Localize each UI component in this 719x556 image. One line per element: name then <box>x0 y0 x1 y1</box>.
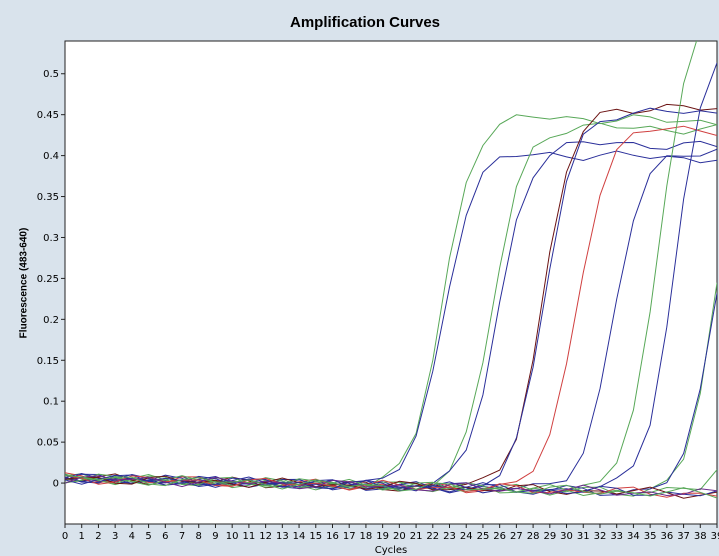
x-tick-label: 1 <box>79 531 85 542</box>
x-tick-label: 22 <box>426 531 439 542</box>
y-tick-label: 0.5 <box>43 69 59 80</box>
x-tick-label: 21 <box>410 531 423 542</box>
x-tick-label: 17 <box>343 531 356 542</box>
y-tick-label: 0.2 <box>43 315 59 326</box>
y-tick-label: 0.4 <box>43 151 59 162</box>
x-tick-label: 33 <box>610 531 623 542</box>
x-tick-label: 16 <box>326 531 339 542</box>
y-tick-label: 0.25 <box>37 274 59 285</box>
x-tick-label: 13 <box>276 531 289 542</box>
y-tick-label: 0 <box>53 479 59 490</box>
x-tick-label: 0 <box>62 531 68 542</box>
y-tick-label: 0.35 <box>37 192 59 203</box>
x-tick-label: 20 <box>393 531 406 542</box>
x-tick-label: 9 <box>212 531 218 542</box>
x-tick-label: 4 <box>129 531 135 542</box>
amplification-series-line <box>65 475 717 498</box>
x-tick-label: 6 <box>162 531 168 542</box>
x-tick-label: 24 <box>460 531 473 542</box>
x-tick-label: 23 <box>443 531 456 542</box>
x-tick-label: 11 <box>243 531 256 542</box>
y-tick-label: 0.05 <box>37 438 59 449</box>
plot-area <box>64 40 718 525</box>
x-tick-label: 15 <box>309 531 322 542</box>
x-tick-label: 8 <box>196 531 202 542</box>
x-tick-label: 38 <box>694 531 707 542</box>
y-tick-label: 0.3 <box>43 233 59 244</box>
x-tick-label: 28 <box>527 531 540 542</box>
x-tick-label: 37 <box>677 531 690 542</box>
y-tick-label: 0.1 <box>43 397 59 408</box>
x-tick-label: 25 <box>477 531 490 542</box>
x-tick-label: 31 <box>577 531 590 542</box>
x-tick-label: 18 <box>360 531 373 542</box>
x-tick-label: 32 <box>594 531 607 542</box>
x-tick-label: 26 <box>493 531 506 542</box>
amplification-series-line <box>65 475 717 499</box>
x-tick-label: 12 <box>259 531 272 542</box>
x-tick-label: 7 <box>179 531 185 542</box>
x-tick-label: 14 <box>293 531 306 542</box>
x-tick-label: 39 <box>711 531 719 542</box>
amplification-series-line <box>65 474 717 497</box>
x-axis-label: Cycles <box>374 545 408 556</box>
series-group <box>65 41 717 499</box>
x-tick-label: 2 <box>95 531 101 542</box>
x-tick-label: 5 <box>145 531 151 542</box>
y-tick-label: 0.15 <box>37 356 59 367</box>
x-tick-label: 3 <box>112 531 118 542</box>
x-tick-label: 36 <box>660 531 673 542</box>
x-tick-label: 34 <box>627 531 640 542</box>
x-tick-label: 10 <box>226 531 239 542</box>
x-tick-label: 30 <box>560 531 573 542</box>
x-tick-label: 27 <box>510 531 523 542</box>
chart-title: Amplification Curves <box>289 14 441 31</box>
x-tick-label: 35 <box>644 531 657 542</box>
y-tick-label: 0.45 <box>37 110 59 121</box>
x-tick-label: 19 <box>376 531 389 542</box>
x-tick-label: 29 <box>543 531 556 542</box>
